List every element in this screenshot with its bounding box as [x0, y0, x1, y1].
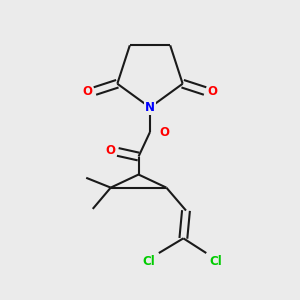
- Text: O: O: [159, 125, 169, 139]
- Text: O: O: [105, 144, 115, 157]
- Text: N: N: [145, 101, 155, 114]
- Text: O: O: [208, 85, 218, 98]
- Text: O: O: [82, 85, 92, 98]
- Text: Cl: Cl: [143, 255, 156, 268]
- Text: Cl: Cl: [209, 255, 222, 268]
